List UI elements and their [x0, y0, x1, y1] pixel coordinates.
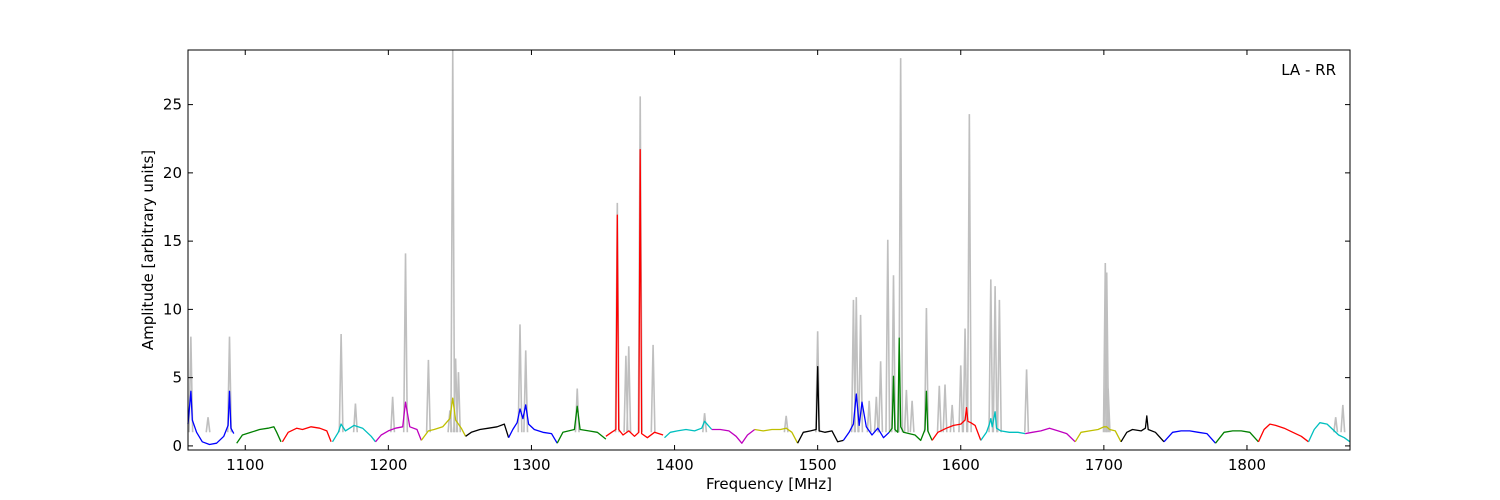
series-segment-8 — [556, 405, 607, 444]
raw-spike-42 — [992, 286, 998, 433]
raw-spike-41 — [988, 279, 994, 433]
plot-frame — [187, 49, 1351, 451]
raw-spike-26 — [866, 400, 872, 433]
series-segment-3 — [331, 423, 377, 443]
series-segment-19 — [1074, 426, 1122, 443]
y-tick-label: 5 — [172, 369, 182, 387]
series-segment-17 — [980, 411, 1026, 441]
raw-spike-13 — [523, 350, 529, 433]
raw-spike-25 — [857, 314, 864, 433]
y-tick-label: 0 — [172, 437, 182, 455]
series-segment-2 — [281, 426, 332, 443]
series-segment-11 — [711, 428, 756, 444]
raw-spike-28 — [878, 361, 884, 433]
raw-spike-47 — [1105, 388, 1111, 433]
series-segment-10 — [664, 420, 713, 439]
raw-spike-5 — [390, 396, 396, 433]
raw-spike-31 — [898, 58, 904, 433]
raw-spike-32 — [903, 389, 909, 433]
raw-spike-19 — [650, 344, 656, 433]
series-segment-18 — [1025, 427, 1076, 443]
x-axis-label: Frequency [MHz] — [706, 475, 832, 493]
raw-spike-29 — [885, 239, 891, 433]
raw-spike-4 — [352, 403, 359, 433]
series-segment-1 — [236, 426, 282, 444]
raw-spike-35 — [936, 385, 942, 433]
x-tick-label: 1300 — [512, 456, 550, 474]
series-segment-22 — [1214, 430, 1259, 444]
panel-annotation: LA - RR — [1281, 61, 1336, 79]
series-segment-12 — [754, 427, 799, 444]
raw-spike-20 — [702, 413, 708, 433]
raw-spike-27 — [873, 396, 879, 433]
raw-spike-11 — [455, 372, 462, 433]
raw-spike-3 — [338, 333, 344, 433]
raw-spike-1 — [205, 417, 211, 433]
series-segment-16 — [931, 407, 982, 441]
series-segment-6 — [465, 423, 510, 438]
y-tick-label: 10 — [163, 300, 182, 318]
raw-spike-12 — [517, 324, 523, 433]
series-segment-14 — [842, 393, 890, 441]
series-segment-20 — [1120, 415, 1165, 443]
raw-spike-21 — [783, 415, 789, 433]
series-segment-9 — [605, 149, 664, 439]
series-segment-21 — [1163, 430, 1216, 444]
x-tick-label: 1600 — [942, 456, 980, 474]
raw-spike-46 — [1104, 272, 1110, 433]
y-axis-label: Amplitude [arbitrary units] — [139, 150, 157, 350]
x-tick-label: 1200 — [369, 456, 407, 474]
x-tick-label: 1100 — [226, 456, 264, 474]
raw-spike-17 — [626, 346, 632, 433]
raw-spike-6 — [402, 253, 409, 433]
y-tick-label: 20 — [163, 164, 182, 182]
y-tick-label: 15 — [163, 232, 182, 250]
y-tick-label: 25 — [163, 96, 182, 114]
series-segment-0 — [187, 390, 235, 446]
x-tick-label: 1700 — [1085, 456, 1123, 474]
series-segment-23 — [1257, 423, 1309, 443]
raw-spike-7 — [425, 359, 432, 433]
series-segment-5 — [420, 397, 467, 441]
series-segment-13 — [797, 366, 844, 444]
x-tick-label: 1500 — [799, 456, 837, 474]
raw-spike-33 — [909, 400, 915, 433]
series-segment-24 — [1307, 422, 1351, 443]
raw-spike-49 — [1340, 404, 1346, 433]
raw-spike-45 — [1102, 262, 1108, 433]
tick-layer: 1100 1200 1300 1400 1500 1600 1700 1800 0 5 10 15 20… — [163, 50, 1350, 474]
x-tick-label: 1400 — [655, 456, 693, 474]
raw-spike-44 — [1023, 369, 1030, 433]
x-tick-label: 1800 — [1228, 456, 1266, 474]
raw-spike-39 — [962, 328, 968, 433]
raw-spike-2 — [226, 336, 233, 433]
raw-spike-9 — [450, 49, 456, 433]
series-segment-7 — [508, 404, 558, 444]
raw-spike-24 — [853, 297, 859, 433]
raw-spike-40 — [966, 114, 972, 433]
raw-spike-48 — [1333, 417, 1339, 433]
raw-spectrum-layer — [188, 49, 1346, 433]
calibrated-spectrum-layer — [187, 149, 1351, 446]
raw-spike-37 — [949, 404, 955, 433]
raw-spike-34 — [923, 308, 930, 433]
series-segment-4 — [375, 401, 422, 443]
series-segment-15 — [888, 337, 933, 442]
raw-spike-30 — [890, 275, 897, 433]
raw-spike-36 — [942, 384, 948, 433]
raw-spike-38 — [958, 365, 964, 433]
raw-spike-43 — [996, 299, 1002, 433]
